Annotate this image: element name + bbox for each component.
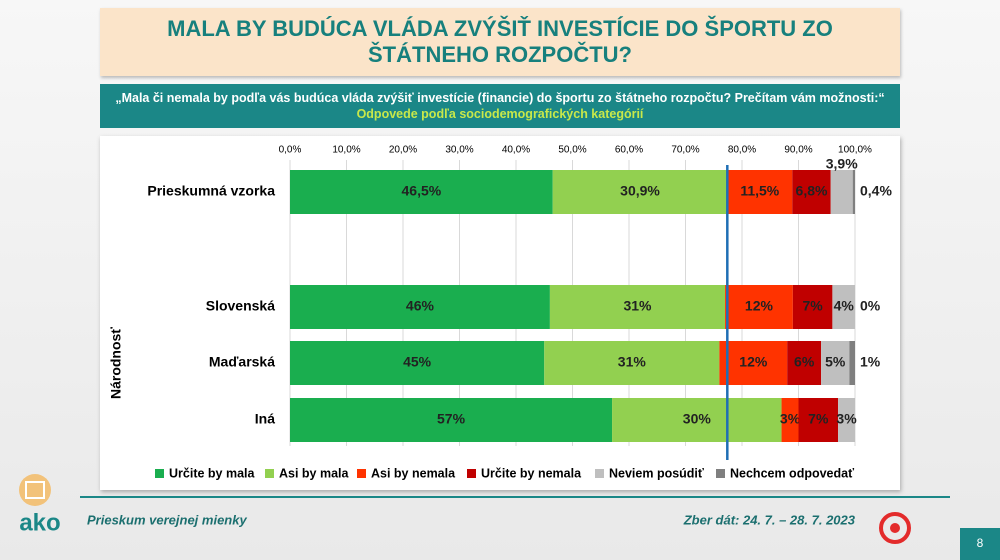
x-tick-label: 80,0% [728, 145, 756, 156]
legend-swatch [357, 469, 366, 478]
bar-segment [781, 398, 799, 442]
footer-left: Prieskum verejnej mienky [87, 512, 247, 527]
page-number: 8 [977, 536, 984, 550]
bar-segment [832, 285, 855, 329]
question: „Mala či nemala by podľa vás budúca vlád… [115, 91, 885, 105]
category-label: Iná [255, 411, 275, 427]
value-label: 12% [739, 354, 768, 370]
legend-label: Nechcem odpovedať [730, 466, 854, 480]
group-label: Národnosť [108, 327, 124, 399]
value-label: 1% [860, 354, 881, 370]
value-label: 7% [803, 298, 824, 314]
subtitle: Odpovede podľa sociodemografických kateg… [356, 107, 644, 121]
legend-label: Určite by nemala [481, 466, 582, 480]
legend-label: Asi by mala [279, 466, 350, 480]
value-label: 4% [834, 298, 855, 314]
category-label: Prieskumná vzorka [147, 183, 275, 199]
value-label: 6% [794, 354, 815, 370]
bar-segment [552, 170, 728, 214]
x-tick-label: 60,0% [615, 145, 643, 156]
value-label: 6,8% [796, 183, 828, 199]
logo-text: ako [19, 509, 60, 536]
value-label: 3% [780, 411, 801, 427]
x-tick-label: 0,0% [279, 145, 302, 156]
legend-swatch [467, 469, 476, 478]
x-tick-label: 40,0% [502, 145, 530, 156]
bar-segment [290, 398, 613, 442]
x-tick-label: 90,0% [784, 145, 812, 156]
bar-segment [838, 398, 855, 442]
x-tick-label: 20,0% [389, 145, 417, 156]
ako-logo: ako [19, 474, 61, 536]
x-tick-label: 50,0% [558, 145, 586, 156]
category-label: Maďarská [209, 354, 275, 370]
value-label: 7% [808, 411, 829, 427]
bar-segment [792, 170, 831, 214]
page-box [960, 528, 1000, 560]
bar-segment [849, 341, 855, 385]
question-box: „Mala či nemala by podľa vás budúca vlád… [100, 84, 900, 128]
bar-segment [290, 341, 545, 385]
value-label: 45% [403, 354, 432, 370]
bar-segment [787, 341, 822, 385]
x-tick-label: 30,0% [445, 145, 473, 156]
category-label: Slovenská [206, 298, 275, 314]
partner-logo [879, 512, 911, 544]
bar-segment [727, 170, 793, 214]
legend-swatch [265, 469, 274, 478]
bar-segment [821, 341, 850, 385]
legend-swatch [595, 469, 604, 478]
x-tick-label: 10,0% [332, 145, 360, 156]
value-label: 30% [683, 411, 712, 427]
legend-label: Určite by mala [169, 466, 256, 480]
bar-segment [544, 341, 720, 385]
value-label: 3,9% [826, 156, 858, 172]
value-label: 5% [825, 354, 846, 370]
legend-swatch [155, 469, 164, 478]
value-label: 0% [860, 298, 881, 314]
footer-right: Zber dát: 24. 7. – 28. 7. 2023 [683, 512, 856, 527]
legend-label: Neviem posúdiť [609, 466, 704, 480]
value-label: 3% [836, 411, 857, 427]
value-label: 46% [406, 298, 435, 314]
bar-segment [798, 398, 839, 442]
bar-segment [612, 398, 782, 442]
title-box: MALA BY BUDÚCA VLÁDA ZVÝŠIŤ INVESTÍCIE D… [100, 8, 900, 76]
legend-label: Asi by nemala [371, 466, 456, 480]
bar-segment [830, 170, 853, 214]
x-tick-label: 100,0% [838, 145, 872, 156]
title: MALA BY BUDÚCA VLÁDA ZVÝŠIŤ INVESTÍCIE D… [167, 16, 833, 67]
bar-segment [792, 285, 833, 329]
value-label: 46,5% [402, 183, 442, 199]
value-label: 12% [745, 298, 774, 314]
bar-segment [549, 285, 726, 329]
value-label: 30,9% [620, 183, 660, 199]
value-label: 57% [437, 411, 466, 427]
value-label: 0,4% [860, 183, 892, 199]
legend-swatch [716, 469, 725, 478]
value-label: 31% [623, 298, 652, 314]
bar-segment [852, 170, 855, 214]
value-label: 31% [618, 354, 647, 370]
bar-segment [290, 285, 550, 329]
value-label: 11,5% [740, 183, 779, 199]
bar-segment [719, 341, 788, 385]
bar-segment [725, 285, 793, 329]
x-tick-label: 70,0% [671, 145, 699, 156]
bar-segment [290, 170, 553, 214]
